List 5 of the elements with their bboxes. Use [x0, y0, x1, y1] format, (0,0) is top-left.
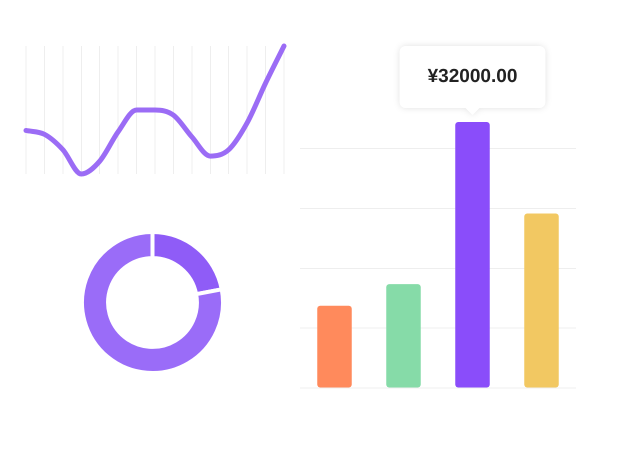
bar — [386, 284, 421, 388]
bar — [317, 306, 352, 388]
data-label: ¥32000.00 — [428, 66, 518, 88]
bar — [455, 122, 490, 388]
bar — [524, 213, 559, 388]
